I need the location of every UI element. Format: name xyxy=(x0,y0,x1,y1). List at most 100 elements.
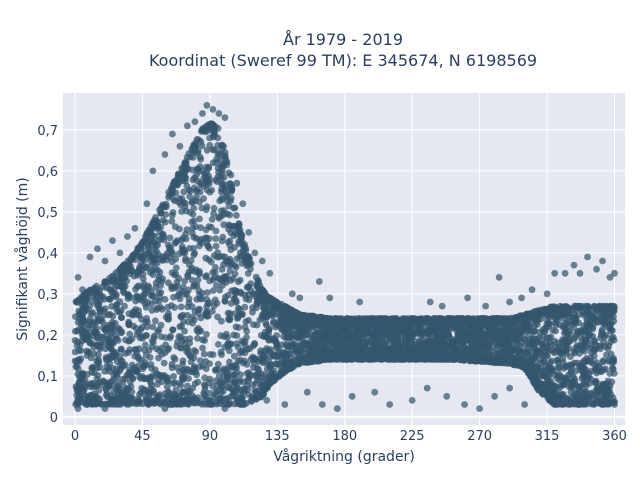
data-point xyxy=(195,287,203,295)
data-point xyxy=(244,377,252,385)
data-point xyxy=(92,341,100,349)
data-point xyxy=(199,344,206,352)
data-point xyxy=(502,318,510,326)
data-point xyxy=(440,335,448,343)
data-point xyxy=(125,260,133,267)
data-point xyxy=(547,333,555,341)
data-point xyxy=(608,378,616,386)
data-point xyxy=(528,341,535,349)
data-point xyxy=(484,328,492,335)
data-point xyxy=(136,390,144,398)
data-point xyxy=(176,323,184,331)
data-point xyxy=(233,212,240,219)
data-point xyxy=(602,331,610,339)
data-point xyxy=(126,337,134,345)
data-point xyxy=(482,334,490,342)
data-point xyxy=(185,268,193,276)
data-point xyxy=(184,312,191,319)
data-point xyxy=(200,389,208,397)
data-point xyxy=(509,324,517,332)
data-point xyxy=(102,354,110,362)
data-point xyxy=(252,273,260,281)
data-point xyxy=(193,193,200,201)
data-point xyxy=(531,321,539,329)
data-point xyxy=(108,327,116,335)
data-point xyxy=(607,338,614,346)
data-point xyxy=(214,213,222,221)
data-point xyxy=(196,237,204,245)
data-point xyxy=(213,158,221,166)
data-point xyxy=(575,401,582,408)
data-point xyxy=(597,334,604,342)
data-point xyxy=(280,368,288,376)
data-point xyxy=(172,264,180,272)
data-point xyxy=(171,239,179,247)
data-point xyxy=(109,339,116,347)
data-point xyxy=(601,313,609,321)
data-point xyxy=(186,187,194,195)
data-point xyxy=(91,326,98,333)
data-point xyxy=(148,374,156,381)
data-point xyxy=(247,265,254,273)
data-point xyxy=(558,338,566,346)
data-point xyxy=(203,312,211,320)
data-point xyxy=(219,151,226,159)
data-point xyxy=(128,361,136,369)
data-point xyxy=(183,182,191,190)
data-point xyxy=(587,331,594,339)
data-point xyxy=(149,323,157,331)
data-point xyxy=(151,366,159,374)
data-point xyxy=(260,304,267,312)
data-point xyxy=(471,347,479,354)
data-point xyxy=(531,335,538,343)
data-point xyxy=(93,364,101,372)
data-point xyxy=(248,397,256,405)
data-point xyxy=(194,378,202,386)
data-point xyxy=(179,357,187,365)
data-point xyxy=(221,185,229,193)
data-point xyxy=(490,331,498,338)
data-point xyxy=(188,198,196,205)
data-point xyxy=(228,184,236,192)
data-point xyxy=(149,232,157,240)
data-point xyxy=(452,344,459,351)
data-point xyxy=(155,400,163,407)
data-point xyxy=(239,246,247,254)
data-point xyxy=(212,242,220,250)
data-point xyxy=(114,337,122,344)
data-point xyxy=(547,358,554,366)
data-point xyxy=(143,264,150,272)
data-point xyxy=(164,377,172,385)
data-point xyxy=(187,358,195,366)
data-point xyxy=(583,336,590,344)
data-point xyxy=(385,346,393,353)
data-point xyxy=(192,223,200,231)
data-point xyxy=(177,382,185,389)
data-point xyxy=(570,348,578,355)
data-point xyxy=(180,164,187,171)
data-point xyxy=(121,302,128,310)
data-point xyxy=(179,376,187,383)
data-point xyxy=(79,318,87,326)
data-point xyxy=(158,344,166,352)
data-point xyxy=(177,303,185,311)
data-point xyxy=(229,275,237,282)
data-point xyxy=(209,268,217,276)
data-point xyxy=(162,334,169,341)
data-point xyxy=(148,306,156,314)
data-point xyxy=(609,365,617,373)
data-point xyxy=(155,276,162,284)
data-point xyxy=(352,349,360,356)
data-point xyxy=(194,328,202,336)
data-point xyxy=(238,237,246,245)
data-point xyxy=(209,382,217,390)
data-point xyxy=(262,385,270,393)
data-point xyxy=(207,223,215,231)
data-points xyxy=(71,101,618,412)
data-point xyxy=(203,331,210,338)
data-point xyxy=(148,300,155,308)
data-point xyxy=(211,296,219,304)
data-point xyxy=(182,230,189,238)
data-point xyxy=(246,371,254,378)
data-point xyxy=(498,354,506,361)
